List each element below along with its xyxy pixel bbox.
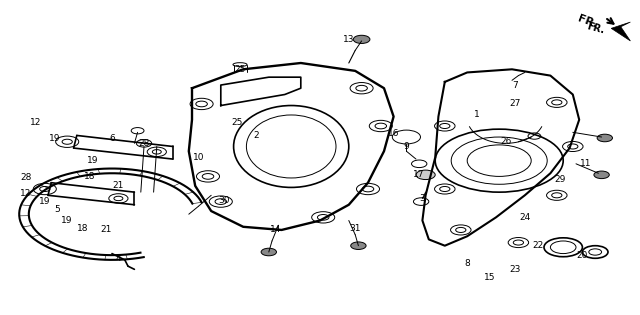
Polygon shape — [611, 22, 630, 41]
Text: 28: 28 — [138, 139, 150, 148]
Circle shape — [351, 242, 366, 249]
Text: 17: 17 — [413, 170, 425, 179]
Text: 18: 18 — [77, 224, 89, 233]
Text: 15: 15 — [484, 273, 495, 282]
Text: 30: 30 — [218, 196, 230, 204]
Text: 27: 27 — [509, 100, 521, 108]
Text: 25: 25 — [231, 118, 243, 127]
Circle shape — [261, 248, 276, 256]
Circle shape — [416, 170, 435, 180]
Circle shape — [594, 171, 609, 179]
Text: 23: 23 — [509, 265, 521, 274]
Text: FR.: FR. — [586, 21, 605, 36]
Text: 25: 25 — [234, 65, 246, 74]
Text: 21: 21 — [113, 181, 124, 190]
Circle shape — [353, 35, 370, 43]
Text: 11: 11 — [580, 159, 591, 168]
Text: 2: 2 — [253, 131, 259, 140]
Text: 12: 12 — [20, 189, 31, 198]
Text: 5: 5 — [55, 205, 60, 214]
Text: 26: 26 — [500, 137, 511, 146]
Text: 20: 20 — [577, 251, 588, 260]
Text: 22: 22 — [532, 241, 543, 250]
Text: 7: 7 — [513, 81, 518, 89]
Text: 1: 1 — [474, 111, 479, 119]
Text: 29: 29 — [554, 175, 566, 184]
Text: 18: 18 — [84, 172, 95, 181]
Text: 10: 10 — [193, 153, 204, 162]
Text: 14: 14 — [269, 226, 281, 234]
Text: 3: 3 — [420, 194, 425, 203]
Text: 16: 16 — [388, 129, 399, 138]
Text: 19: 19 — [61, 216, 73, 225]
Text: 31: 31 — [349, 224, 361, 233]
Text: 21: 21 — [100, 226, 111, 234]
Text: 8: 8 — [465, 259, 470, 267]
Circle shape — [597, 134, 612, 142]
Text: FR.: FR. — [576, 14, 598, 30]
Text: 28: 28 — [20, 174, 31, 182]
Text: 19: 19 — [87, 156, 99, 165]
Text: 13: 13 — [343, 35, 355, 44]
Text: 24: 24 — [519, 213, 531, 222]
Text: 9: 9 — [404, 142, 409, 151]
Text: 19: 19 — [49, 134, 60, 143]
Text: 6: 6 — [109, 134, 115, 143]
Text: 4: 4 — [116, 254, 121, 263]
Text: 19: 19 — [39, 197, 51, 206]
Circle shape — [62, 139, 72, 144]
Text: 12: 12 — [29, 118, 41, 127]
